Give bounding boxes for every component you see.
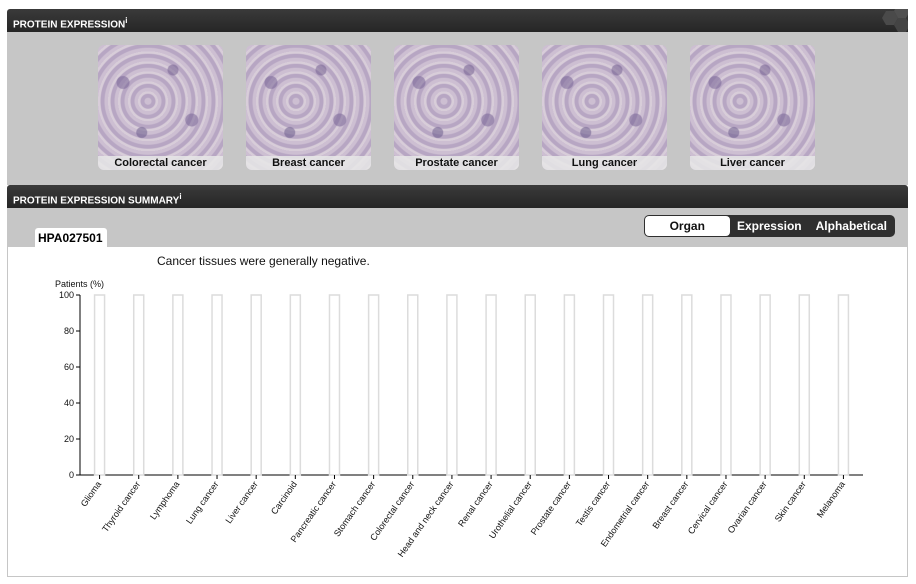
thumbnail-breast-cancer[interactable]: Breast cancer [246, 45, 371, 170]
bar-renal-cancer [485, 294, 497, 476]
info-icon[interactable]: i [179, 192, 182, 201]
bar-head-and-neck-cancer [446, 294, 458, 476]
x-tick-label: Carcinoid [269, 479, 299, 516]
bar-cervical-cancer [720, 294, 732, 476]
bar-colorectal-cancer [407, 294, 419, 476]
thumbnail-label: Liver cancer [690, 156, 815, 170]
bar-endometrial-cancer [641, 294, 654, 476]
bar-liver-cancer [250, 294, 262, 476]
y-tick-label: 60 [64, 362, 74, 372]
x-tick-label: Prostate cancer [529, 479, 573, 536]
bar-lung-cancer [211, 294, 223, 476]
bar-ovarian-cancer [759, 294, 771, 476]
bar-prostate-cancer [563, 294, 576, 476]
y-tick-label: 0 [69, 470, 74, 480]
sort-alphabetical-button[interactable]: Alphabetical [815, 219, 887, 233]
x-tick-label: Liver cancer [223, 479, 259, 525]
bar-stomach-cancer [367, 294, 380, 476]
y-axis-label: Patients (%) [55, 279, 104, 289]
x-tick-label: Melanoma [815, 479, 847, 519]
x-tick-label: Glioma [79, 479, 104, 508]
thumbnail-label: Colorectal cancer [98, 156, 223, 170]
sort-organ-button[interactable]: Organ [644, 216, 730, 236]
summary-title: PROTEIN EXPRESSION SUMMARY [13, 195, 180, 207]
bar-carcinoid [289, 294, 302, 476]
info-icon[interactable]: i [125, 16, 128, 25]
protein-expression-title: PROTEIN EXPRESSION [13, 19, 126, 31]
thumbnail-label: Lung cancer [542, 156, 667, 170]
thumbnail-lung-cancer[interactable]: Lung cancer [542, 45, 667, 170]
protein-expression-panel: PROTEIN EXPRESSIONi Colorectal cancer Br… [7, 9, 908, 185]
x-tick-label: Cervical cancer [686, 479, 730, 536]
bar-urothelial-cancer [524, 294, 536, 476]
x-tick-label: Thyroid cancer [100, 479, 142, 534]
thumbnail-prostate-cancer[interactable]: Prostate cancer [394, 45, 519, 170]
bar-lymphoma [172, 294, 184, 476]
thumbnail-label: Breast cancer [246, 156, 371, 170]
bar-pancreatic-cancer [328, 294, 341, 476]
thumbnail-colorectal-cancer[interactable]: Colorectal cancer [98, 45, 223, 170]
x-tick-label: Ovarian cancer [726, 479, 769, 535]
chart-area: Cancer tissues were generally negative. … [7, 247, 908, 577]
sort-toggle: Organ Expression Alphabetical [643, 215, 895, 237]
bar-melanoma [837, 294, 850, 476]
protein-expression-header: PROTEIN EXPRESSIONi [7, 9, 908, 32]
bar-breast-cancer [681, 294, 693, 476]
bar-glioma [93, 294, 106, 476]
x-tick-label: Testis cancer [574, 479, 612, 528]
summary-note: Cancer tissues were generally negative. [157, 254, 370, 268]
x-tick-label: Lymphoma [148, 479, 182, 521]
y-tick-label: 100 [59, 290, 74, 300]
x-tick-label: Renal cancer [456, 479, 495, 528]
y-tick-label: 40 [64, 398, 74, 408]
thumbnail-liver-cancer[interactable]: Liver cancer [690, 45, 815, 170]
summary-toolbar: HPA027501 Organ Expression Alphabetical [7, 208, 908, 247]
x-tick-label: Lung cancer [184, 479, 221, 525]
x-tick-label: Breast cancer [650, 479, 690, 530]
x-tick-label: Skin cancer [773, 479, 808, 523]
bar-skin-cancer [798, 294, 811, 476]
summary-header: PROTEIN EXPRESSION SUMMARYi [7, 185, 908, 208]
hexagon-decoration-icon [868, 9, 908, 32]
x-tick-label: Urothelial cancer [487, 479, 534, 540]
x-tick-label: Stomach cancer [332, 479, 377, 538]
protein-expression-summary-panel: PROTEIN EXPRESSION SUMMARYi HPA027501 Or… [7, 185, 908, 577]
thumbnail-label: Prostate cancer [394, 156, 519, 170]
y-tick-label: 80 [64, 326, 74, 336]
bar-thyroid-cancer [132, 294, 145, 476]
sort-expression-button[interactable]: Expression [736, 219, 802, 233]
tissue-thumbnail-row: Colorectal cancer Breast cancer Prostate… [7, 32, 908, 185]
y-tick-label: 20 [64, 434, 74, 444]
gene-tab[interactable]: HPA027501 [35, 228, 107, 247]
bar-testis-cancer [602, 294, 615, 476]
